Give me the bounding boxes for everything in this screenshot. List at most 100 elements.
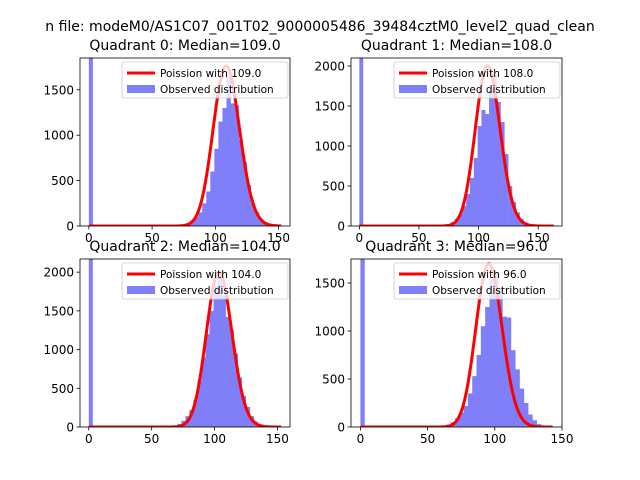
histogram-bar xyxy=(477,126,482,226)
histogram-bar xyxy=(206,191,211,226)
histogram-bar xyxy=(250,203,256,226)
x-tick-label: 0 xyxy=(357,432,365,446)
histogram-bar xyxy=(214,148,219,226)
histogram-bar xyxy=(222,107,227,226)
subplot-title: Quadrant 3: Median=96.0 xyxy=(365,239,547,255)
subplot-title: Quadrant 0: Median=109.0 xyxy=(89,38,280,54)
x-tick-label: 50 xyxy=(411,231,426,245)
x-tick-label: 150 xyxy=(266,432,289,446)
histogram-bar xyxy=(229,330,234,427)
plot-area xyxy=(359,259,554,427)
histogram-bar xyxy=(246,185,252,226)
histogram-bar xyxy=(217,277,222,427)
legend-box xyxy=(121,262,289,300)
y-tick-label: 2000 xyxy=(314,60,345,74)
histogram-bar xyxy=(472,376,477,427)
histogram-bar xyxy=(523,403,529,427)
y-tick-label: 500 xyxy=(51,382,74,396)
x-tick-label: 100 xyxy=(203,432,226,446)
histogram-bar xyxy=(205,334,210,427)
histogram-bar xyxy=(210,171,215,226)
histogram-bar xyxy=(496,102,501,226)
histogram-bar xyxy=(245,406,251,427)
histogram-bar xyxy=(469,178,475,226)
legend-label-poisson: Poission with 104.0 xyxy=(160,269,261,281)
x-tick-label: 50 xyxy=(144,432,159,446)
histogram-bar xyxy=(234,105,239,226)
legend-label-poisson: Poission with 96.0 xyxy=(432,269,527,281)
y-tick-label: 1000 xyxy=(314,140,345,154)
y-tick-label: 1500 xyxy=(43,83,74,97)
histogram-bar xyxy=(473,158,478,226)
histogram-bar xyxy=(481,110,486,226)
x-tick-label: 150 xyxy=(527,231,550,245)
histogram-bar xyxy=(502,316,507,427)
histogram-bar xyxy=(193,399,198,427)
histogram-bar xyxy=(515,212,520,226)
histogram-bar xyxy=(498,287,503,427)
x-tick-label: 100 xyxy=(483,432,506,446)
histogram-bar xyxy=(459,412,464,427)
histogram-bar xyxy=(504,154,509,226)
legend-label-histogram: Observed distribution xyxy=(432,84,546,96)
legend-swatch-histogram xyxy=(399,286,427,294)
histogram-bar xyxy=(202,203,207,226)
y-tick-label: 0 xyxy=(66,421,74,435)
legend-box xyxy=(393,262,561,300)
legend-box xyxy=(393,61,561,99)
y-tick-label: 0 xyxy=(337,220,345,234)
histogram-bar xyxy=(201,357,206,427)
histogram-bar xyxy=(226,76,231,226)
plot-area xyxy=(358,58,555,226)
histogram-bar-zero xyxy=(360,259,365,427)
axes-frame xyxy=(350,258,563,428)
poisson-curve xyxy=(87,270,283,427)
histogram-bar xyxy=(515,369,520,427)
legend-label-poisson: Poission with 108.0 xyxy=(432,68,533,80)
histogram-bar xyxy=(467,393,473,427)
poisson-curve xyxy=(87,64,283,226)
y-tick-label: 1500 xyxy=(314,277,345,291)
histogram-bar-zero xyxy=(359,58,364,226)
y-tick-label: 500 xyxy=(322,180,345,194)
legend-label-histogram: Observed distribution xyxy=(160,84,274,96)
legend-label-poisson: Poission with 109.0 xyxy=(160,68,261,80)
histogram-bar xyxy=(241,396,247,427)
histogram-bar xyxy=(254,212,260,226)
histogram-bar xyxy=(198,212,203,226)
histogram-bar xyxy=(258,218,264,226)
histogram-bar xyxy=(480,326,486,427)
histogram-bar xyxy=(466,194,471,226)
histogram-bar-zero xyxy=(88,259,93,427)
histogram-bar xyxy=(455,418,460,427)
legend-swatch-histogram xyxy=(127,85,155,93)
histogram-bar xyxy=(213,285,218,427)
y-tick-label: 1500 xyxy=(43,304,74,318)
histogram-bar xyxy=(209,310,214,427)
histogram-bar xyxy=(476,355,482,427)
histogram-bar xyxy=(489,90,494,226)
axes-frame xyxy=(79,258,291,428)
axes-frame xyxy=(350,57,563,227)
histogram-bar xyxy=(218,121,223,226)
histogram-bar xyxy=(237,377,243,427)
histogram-bar xyxy=(242,162,248,226)
x-tick-label: 0 xyxy=(85,231,93,245)
histogram-bar xyxy=(485,307,490,427)
y-tick-label: 1000 xyxy=(314,325,345,339)
x-tick-label: 100 xyxy=(204,231,227,245)
x-tick-label: 0 xyxy=(85,432,93,446)
histogram-bar xyxy=(233,353,238,427)
histogram-bar xyxy=(492,74,497,226)
legend-swatch-histogram xyxy=(127,286,155,294)
poisson-curve xyxy=(358,64,555,226)
histogram-bar xyxy=(532,420,538,427)
plot-area xyxy=(87,259,283,427)
histogram-bar xyxy=(511,202,517,226)
histogram-bar xyxy=(519,388,525,427)
y-tick-label: 500 xyxy=(322,373,345,387)
